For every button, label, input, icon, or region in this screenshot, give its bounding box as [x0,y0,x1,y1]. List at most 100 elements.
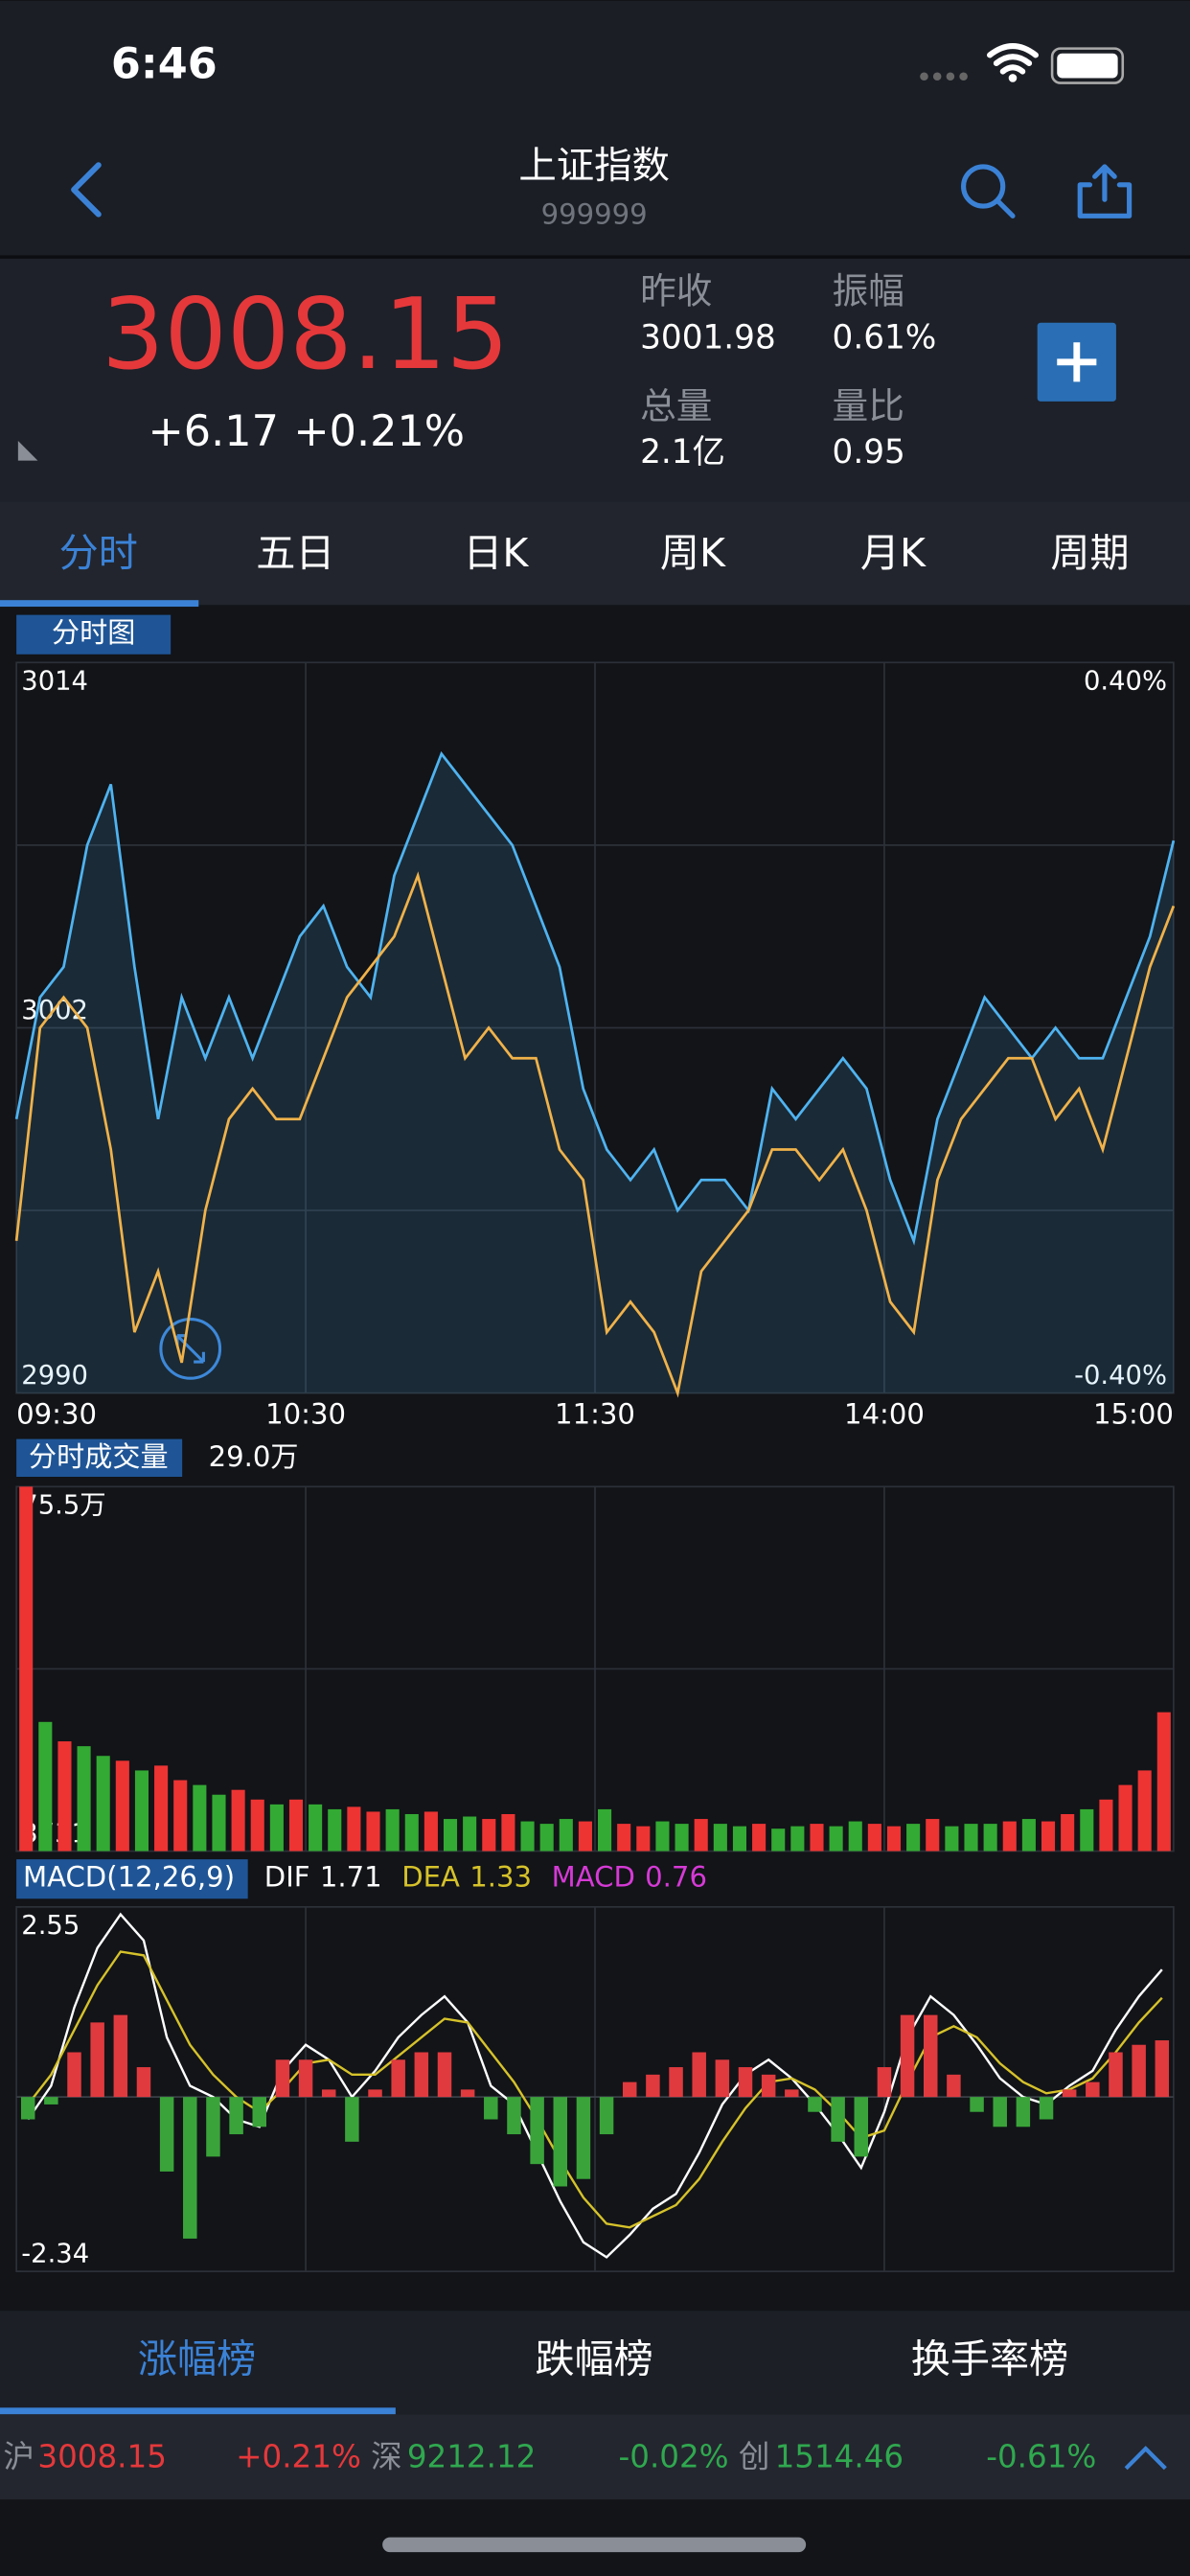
signal-dots [920,72,968,81]
tab[interactable]: 分时 [59,530,138,576]
price-line [14,750,1176,1246]
macd-bar [831,2097,845,2142]
volume-bar [57,1741,72,1852]
volume-bar [1080,1808,1094,1852]
volume-bar [713,1824,727,1852]
macd-bar [622,2082,637,2098]
legend-value: 1.71 [320,1861,382,1894]
tab[interactable]: 月K [860,530,927,576]
macd-bar [1039,2097,1054,2120]
ticker-change: +0.21% [236,2438,361,2474]
divider [0,255,1190,259]
battery-level [1057,53,1118,79]
macd-bar [785,2089,799,2098]
rank-tab[interactable]: 换手率榜 [911,2335,1068,2381]
stat-value: 0.95 [833,433,905,472]
stat-label: 昨收 [640,269,712,311]
label-box [16,1859,248,1899]
volume-bar [906,1824,921,1852]
rank-tab[interactable]: 跌幅榜 [535,2335,652,2381]
legend-value: 1.33 [469,1861,532,1894]
macd-bar [159,2097,174,2172]
volume-bar [269,1804,284,1852]
chart-title: 分时成交量 [29,1440,169,1473]
chart-title: 分时图 [52,616,135,649]
macd-bar [1016,2097,1031,2128]
macd-bar [484,2097,498,2120]
ticker-market: 创 [739,2438,770,2474]
indicator-line [27,1950,1163,2229]
back-button[interactable] [71,162,102,218]
x-tick-label: 10:30 [265,1398,346,1431]
volume-bar [732,1826,747,1852]
macd-bar [970,2097,984,2112]
tabs-bg [0,501,1190,606]
macd-bar [229,2097,243,2135]
volume-bar [771,1828,786,1852]
macd-bar [692,2052,706,2098]
volume-bar [231,1789,245,1852]
volume-bar [250,1799,264,1852]
tab[interactable]: 日K [463,530,529,576]
search-button[interactable] [961,164,1016,218]
macd-bar [321,2089,336,2098]
volume-bar [443,1819,458,1852]
home-indicator [382,2537,807,2553]
macd-bar [90,2022,104,2098]
macd-bar [414,2052,429,2098]
y-tick-label: 75.5万 [21,1490,105,1520]
macd-bar [576,2097,591,2179]
x-tick-label: 09:30 [16,1398,97,1431]
macd-bar [854,2097,869,2157]
stat-value: 3001.98 [640,318,776,356]
tab[interactable]: 周期 [1050,530,1129,576]
expand-ticker[interactable] [1124,2446,1167,2471]
macd-bar [599,2097,614,2135]
volume-bar [867,1824,881,1852]
volume-bar [154,1765,169,1852]
macd-bar [738,2067,753,2098]
volume-bar [309,1804,323,1852]
macd-bar [993,2097,1007,2128]
y-tick-label: 2990 [21,1361,88,1391]
change-pct: +0.21% [293,406,465,456]
rank-tab[interactable]: 涨幅榜 [138,2335,256,2381]
macd-bar [1086,2082,1100,2098]
volume-bar [385,1808,400,1852]
macd-bar [1062,2089,1077,2098]
x-tick-label: 15:00 [1093,1398,1174,1431]
macd-bar [136,2067,151,2098]
rank-tab-underline [0,2407,396,2415]
volume-bar [134,1770,149,1852]
label-box [16,614,172,655]
volume-bar [19,1486,34,1852]
add-button[interactable] [1037,322,1116,402]
volume-bar [96,1756,110,1852]
legend-value: 0.76 [645,1861,707,1894]
volume-bar [1061,1813,1075,1852]
macd-bar [44,2097,58,2104]
tab[interactable]: 周K [660,530,726,576]
macd-bar [761,2074,776,2098]
macd-bar [67,2052,81,2098]
macd-bar [1132,2044,1146,2098]
ticker-market: 沪 [3,2438,34,2474]
stat-label: 振幅 [833,269,904,311]
tab[interactable]: 五日 [256,530,334,576]
volume-bar [559,1819,573,1852]
macd-bar [923,2014,938,2098]
quote-bg [0,258,1190,502]
macd-bar [1155,2040,1170,2098]
ticker-change: -0.61% [986,2438,1096,2474]
x-tick-label: 11:30 [555,1398,635,1431]
volume-bar [1002,1821,1017,1852]
volume-bar [694,1819,708,1852]
macd-bar [808,2097,822,2112]
volume-bar [1021,1819,1036,1852]
volume-bar [77,1746,91,1852]
share-button[interactable] [1077,164,1133,218]
volume-bar [983,1824,997,1852]
y-tick-label: -2.34 [21,2240,89,2269]
y-tick-label: 2.55 [21,1911,80,1941]
macd-bar [345,2097,359,2142]
